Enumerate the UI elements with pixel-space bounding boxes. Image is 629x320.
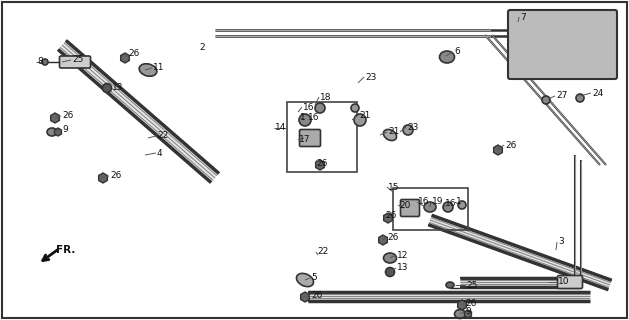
Ellipse shape [299,114,311,126]
Text: 12: 12 [397,251,408,260]
Text: 4: 4 [157,148,163,157]
Text: 26: 26 [505,140,516,149]
Ellipse shape [47,128,57,136]
Polygon shape [55,128,62,136]
Text: 17: 17 [299,135,311,145]
Text: 7: 7 [520,12,526,21]
Text: 26: 26 [110,172,121,180]
Text: 21: 21 [359,110,370,119]
FancyBboxPatch shape [557,276,582,289]
Ellipse shape [386,268,394,276]
Ellipse shape [42,59,48,65]
Text: 9: 9 [465,308,470,316]
Ellipse shape [403,125,413,135]
Polygon shape [460,277,580,286]
Ellipse shape [585,43,599,57]
Text: 25: 25 [72,55,84,65]
Text: 8: 8 [37,58,43,67]
Ellipse shape [443,202,453,212]
FancyBboxPatch shape [401,199,420,217]
Text: 27: 27 [556,92,567,100]
Text: 19: 19 [432,197,443,206]
Text: 18: 18 [320,92,331,101]
Ellipse shape [521,23,535,37]
Text: 16: 16 [303,102,314,111]
Text: 6: 6 [454,47,460,57]
Polygon shape [99,173,108,183]
Text: 14: 14 [275,124,286,132]
Ellipse shape [384,253,396,263]
Polygon shape [58,40,219,182]
Polygon shape [428,215,611,290]
Polygon shape [301,292,309,302]
Text: 5: 5 [311,274,317,283]
Ellipse shape [351,104,359,112]
FancyBboxPatch shape [508,10,617,79]
Text: 1: 1 [456,197,462,206]
Polygon shape [465,310,472,318]
Ellipse shape [384,129,396,140]
Ellipse shape [103,84,111,92]
Text: 11: 11 [153,63,165,73]
Text: 21: 21 [388,127,399,137]
Ellipse shape [458,201,466,209]
Ellipse shape [354,114,366,126]
Text: 15: 15 [388,182,399,191]
Text: 9: 9 [62,125,68,134]
Polygon shape [384,213,392,223]
Polygon shape [121,53,130,63]
Text: 16: 16 [308,113,320,122]
Ellipse shape [446,282,454,288]
Text: 26: 26 [465,299,476,308]
Polygon shape [458,300,466,310]
Polygon shape [494,145,503,155]
Text: 22: 22 [157,132,168,140]
Text: 3: 3 [558,237,564,246]
Text: 13: 13 [397,263,408,273]
Text: 26: 26 [62,111,74,121]
Bar [287,102,357,172]
Ellipse shape [576,94,584,102]
Text: 26: 26 [316,158,327,167]
Bar [393,188,468,230]
Ellipse shape [553,43,567,57]
Text: 1: 1 [300,113,306,122]
Text: 22: 22 [317,247,328,257]
Ellipse shape [315,103,325,113]
Text: 26: 26 [128,49,140,58]
Text: 20: 20 [399,201,410,210]
Text: 2: 2 [199,43,204,52]
FancyBboxPatch shape [60,56,91,68]
Text: 26: 26 [387,233,398,242]
Text: 16: 16 [445,199,457,209]
FancyBboxPatch shape [299,130,321,147]
Ellipse shape [585,23,599,37]
Polygon shape [316,160,325,170]
Ellipse shape [542,96,550,104]
Text: FR.: FR. [56,245,75,255]
Text: 26: 26 [311,291,323,300]
Ellipse shape [521,43,535,57]
Text: 13: 13 [112,83,123,92]
Text: 10: 10 [558,277,569,286]
Ellipse shape [440,51,455,63]
Text: 23: 23 [365,73,376,82]
Ellipse shape [139,64,157,76]
Ellipse shape [553,23,567,37]
Polygon shape [51,113,59,123]
Text: 26: 26 [385,212,396,220]
Text: 25: 25 [466,281,477,290]
Ellipse shape [296,273,313,287]
Polygon shape [379,235,387,245]
Polygon shape [308,292,590,300]
Ellipse shape [455,309,465,318]
Text: 24: 24 [592,89,603,98]
Text: 23: 23 [407,123,418,132]
Text: 16: 16 [418,197,430,206]
Ellipse shape [424,202,436,212]
